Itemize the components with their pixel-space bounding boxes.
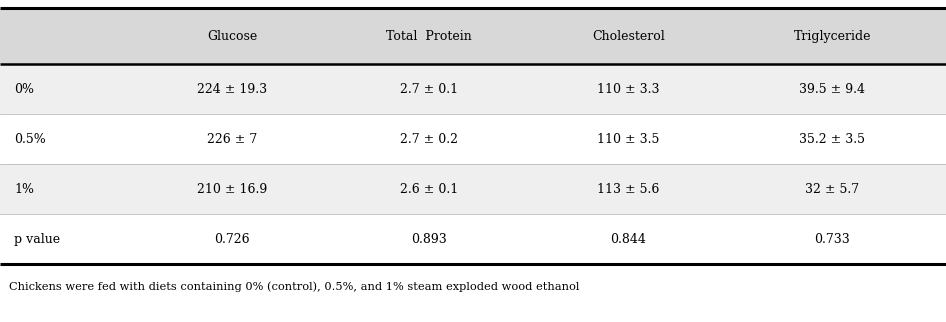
Bar [0,8,946,64]
Text: Glucose: Glucose [207,30,257,43]
Text: 32 ± 5.7: 32 ± 5.7 [805,183,859,196]
Text: 0.5%: 0.5% [14,133,46,146]
Text: 0.733: 0.733 [815,232,850,246]
Bar [0,164,946,214]
Text: 1%: 1% [14,183,34,196]
Bar [0,114,946,164]
Text: 226 ± 7: 226 ± 7 [207,133,257,146]
Text: 0.893: 0.893 [412,232,447,246]
Text: Triglyceride: Triglyceride [794,30,871,43]
Text: 2.6 ± 0.1: 2.6 ± 0.1 [400,183,458,196]
Text: 0.844: 0.844 [610,232,646,246]
Text: 110 ± 3.5: 110 ± 3.5 [597,133,659,146]
Text: Total  Protein: Total Protein [386,30,472,43]
Text: 113 ± 5.6: 113 ± 5.6 [597,183,659,196]
Text: 39.5 ± 9.4: 39.5 ± 9.4 [799,83,866,96]
Bar [0,214,946,264]
Text: p value: p value [14,232,61,246]
Text: 0.726: 0.726 [214,232,250,246]
Text: Cholesterol: Cholesterol [592,30,665,43]
Text: 0%: 0% [14,83,34,96]
Text: 110 ± 3.3: 110 ± 3.3 [597,83,659,96]
Text: 2.7 ± 0.2: 2.7 ± 0.2 [400,133,458,146]
Text: 224 ± 19.3: 224 ± 19.3 [197,83,267,96]
Bar [0,64,946,114]
Text: Chickens were fed with diets containing 0% (control), 0.5%, and 1% steam explode: Chickens were fed with diets containing … [9,282,580,292]
Text: 2.7 ± 0.1: 2.7 ± 0.1 [400,83,458,96]
Text: 35.2 ± 3.5: 35.2 ± 3.5 [799,133,866,146]
Text: 210 ± 16.9: 210 ± 16.9 [197,183,267,196]
